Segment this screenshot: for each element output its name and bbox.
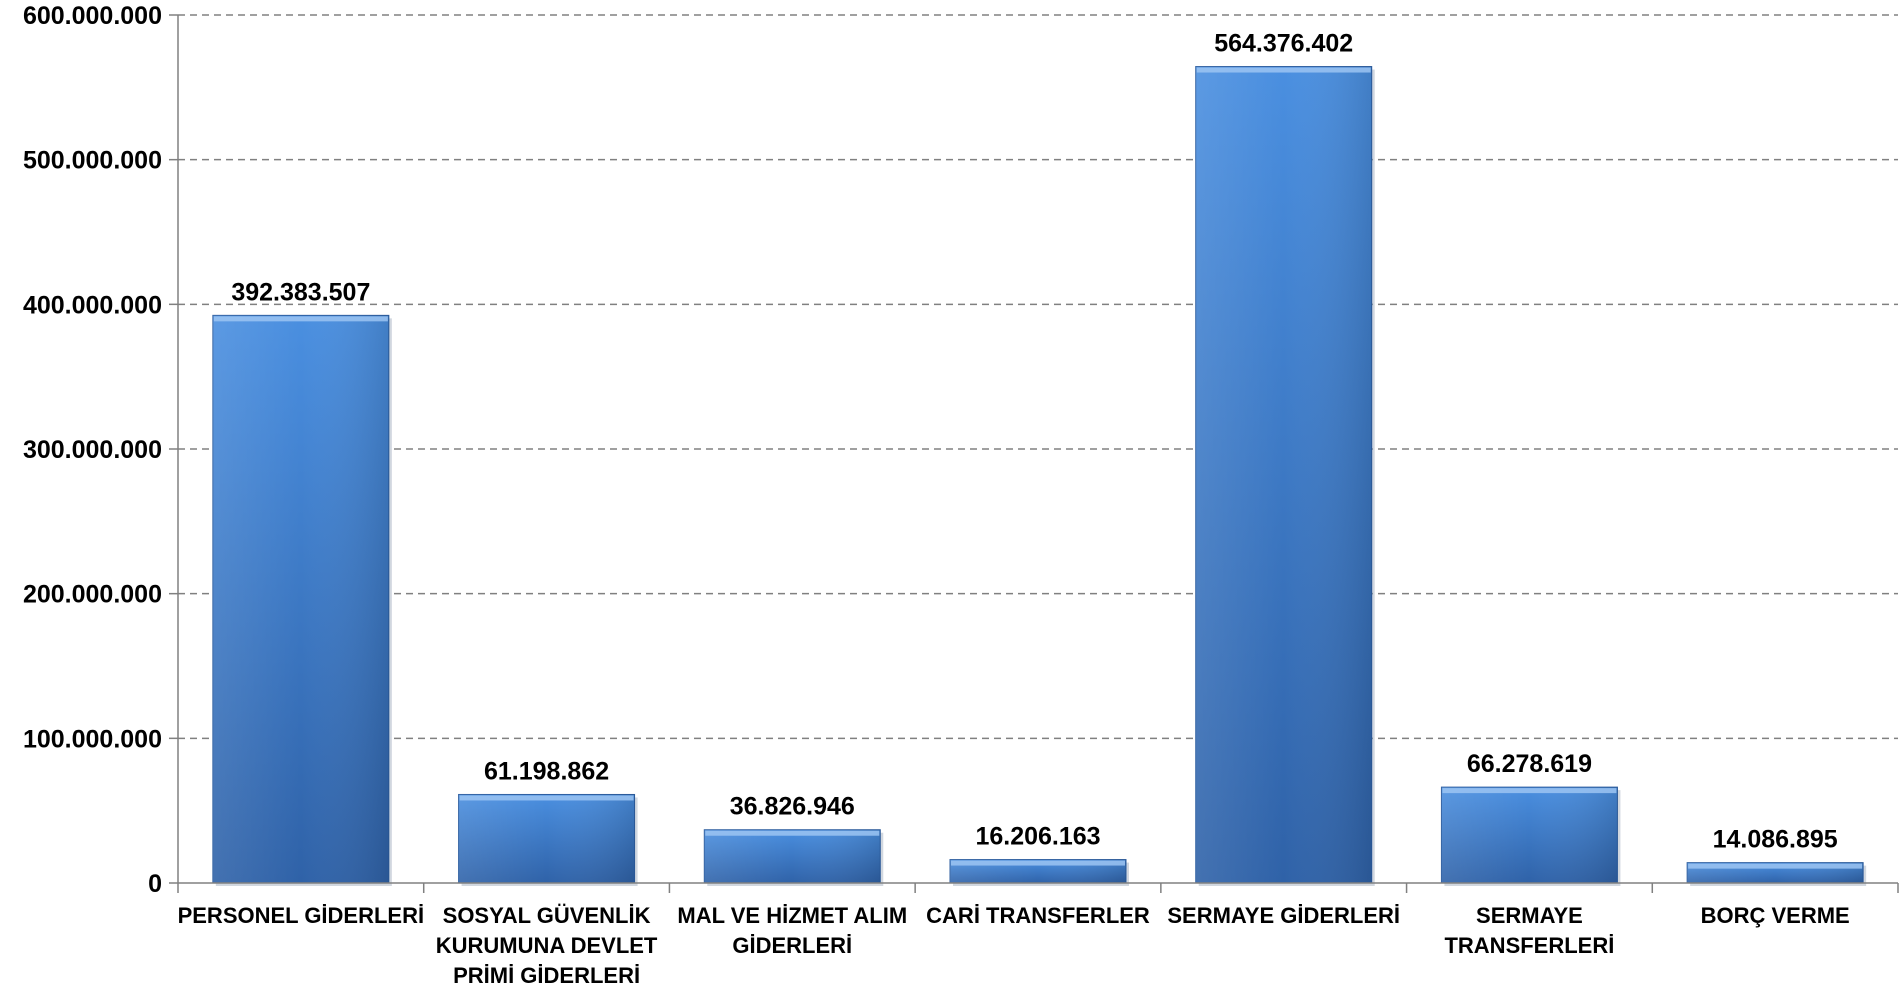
data-label: 16.206.163 (975, 823, 1100, 851)
x-tick-label: CARİ TRANSFERLER (926, 903, 1150, 928)
bar (212, 314, 392, 886)
bar (949, 859, 1129, 886)
data-label: 66.278.619 (1467, 750, 1592, 778)
bar (703, 829, 884, 886)
x-tick-label: BORÇ VERME (1701, 903, 1850, 928)
y-tick-label: 200.000.000 (23, 581, 162, 609)
data-label: 61.198.862 (484, 757, 609, 785)
y-tick-label: 100.000.000 (23, 725, 162, 753)
x-tick-label: SOSYAL GÜVENLİK KURUMUNA DEVLET PRİMİ GİDE… (436, 903, 658, 988)
data-label: 36.826.946 (730, 793, 855, 821)
y-tick-label: 500.000.000 (23, 147, 162, 175)
bar (1195, 66, 1375, 887)
y-tick-label: 0 (148, 870, 162, 898)
y-tick-label: 400.000.000 (23, 291, 162, 319)
y-tick-label: 300.000.000 (23, 436, 162, 464)
data-label: 392.383.507 (231, 278, 370, 306)
data-label: 564.376.402 (1214, 30, 1353, 58)
x-tick-label: MAL VE HİZMET ALIM GİDERLERİ (677, 903, 907, 958)
axes (169, 14, 1899, 893)
bar (1440, 786, 1621, 886)
bar (458, 793, 638, 886)
y-tick-label: 600.000.000 (23, 2, 162, 30)
x-tick-label: SERMAYE TRANSFERLERİ (1444, 903, 1614, 958)
x-tick-label: PERSONEL GİDERLERİ (178, 903, 425, 928)
gridlines (178, 14, 1898, 740)
bar (1686, 862, 1867, 886)
x-tick-label: SERMAYE GİDERLERİ (1167, 903, 1400, 928)
labels: 0 100.000.000 200.000.000 300.000.000 400.00… (23, 2, 1850, 988)
bars (212, 66, 1867, 887)
data-label: 14.086.895 (1713, 826, 1838, 854)
